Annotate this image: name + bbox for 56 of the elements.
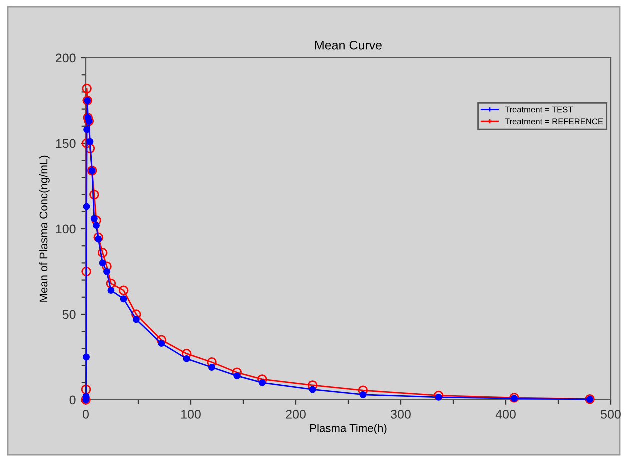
x-tick-label: 300 <box>391 410 411 419</box>
point <box>86 138 94 146</box>
point <box>207 358 217 368</box>
point <box>82 84 92 94</box>
point <box>158 340 166 348</box>
point <box>156 335 166 346</box>
y-axis-title: Mean of Plasma Conc(ng/mL) <box>40 156 50 302</box>
chart-title: Mean Curve <box>315 40 382 50</box>
point <box>99 260 106 267</box>
point <box>82 266 92 277</box>
x-tick-label: 200 <box>286 410 306 419</box>
x-tick-label: 500 <box>601 410 621 419</box>
point <box>434 390 444 401</box>
x-tick-label: 400 <box>496 410 516 419</box>
point <box>90 190 100 200</box>
point <box>358 386 368 396</box>
point <box>104 268 110 276</box>
point <box>435 394 442 401</box>
point <box>258 379 266 386</box>
point <box>106 278 116 289</box>
point <box>102 262 112 272</box>
point <box>232 368 242 378</box>
x-axis-title: Plasma Time(h) <box>310 424 387 435</box>
point <box>83 203 90 210</box>
point <box>90 215 98 222</box>
y-tick-label: 50 <box>62 310 76 320</box>
point <box>108 287 115 294</box>
point <box>118 286 129 296</box>
point <box>120 296 128 303</box>
x-tick-label: 0 <box>83 410 89 419</box>
point <box>95 236 102 243</box>
point <box>81 384 92 395</box>
point <box>234 372 241 380</box>
point <box>98 248 108 258</box>
point <box>132 310 142 320</box>
point <box>208 364 216 371</box>
legend-label: Treatment = REFERENCE <box>505 118 604 125</box>
point <box>93 222 100 230</box>
y-tick-label: 200 <box>56 54 76 63</box>
legend-label: Treatment = TEST <box>505 106 574 113</box>
point <box>85 144 96 154</box>
y-tick-label: 0 <box>70 396 76 405</box>
point <box>84 126 91 134</box>
point <box>82 138 92 148</box>
point <box>182 348 192 359</box>
point <box>360 391 367 398</box>
y-tick-label: 100 <box>56 224 76 234</box>
x-tick-label: 100 <box>182 410 201 419</box>
y-tick-label: 150 <box>56 139 76 148</box>
point <box>94 232 104 242</box>
point <box>183 355 190 362</box>
point <box>308 380 318 390</box>
point <box>83 354 90 361</box>
point <box>132 316 140 324</box>
point <box>309 386 316 394</box>
point <box>258 374 268 384</box>
